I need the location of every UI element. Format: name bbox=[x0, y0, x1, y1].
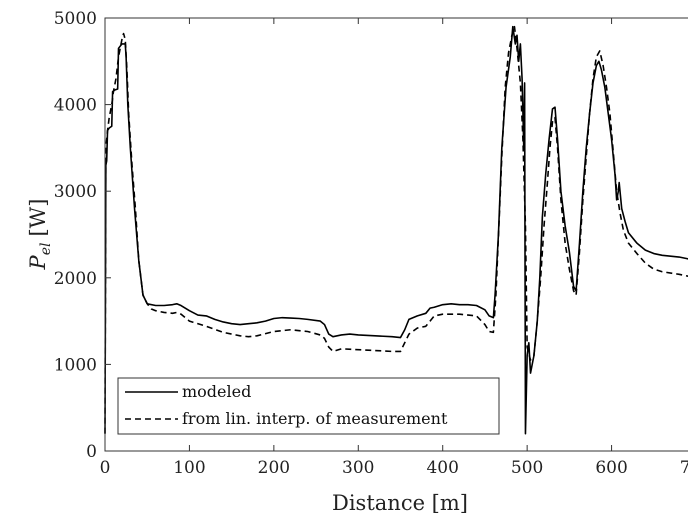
legend-box bbox=[117, 377, 500, 435]
series-layer bbox=[104, 25, 688, 435]
y-axis-label-subscript: el bbox=[38, 243, 54, 256]
x-tick-label: 400 bbox=[426, 458, 458, 478]
x-axis-label: Distance [m] bbox=[332, 491, 468, 515]
x-tick-label: 100 bbox=[173, 458, 205, 478]
y-axis-label-main: P bbox=[26, 254, 50, 270]
legend-label-modeled: modeled bbox=[182, 382, 251, 401]
series-line-modeled bbox=[104, 25, 688, 435]
series-line-measurement bbox=[104, 25, 688, 434]
x-tick-label: 500 bbox=[511, 458, 543, 478]
x-tick-label: 300 bbox=[342, 458, 374, 478]
x-tick-label: 700 bbox=[680, 458, 688, 478]
y-tick-label: 5000 bbox=[54, 9, 97, 29]
x-tick-label: 600 bbox=[595, 458, 627, 478]
ticks-layer: 0 100 200 300 400 500 600 700 0 1000 2000 3000 4000 5… bbox=[54, 9, 688, 478]
y-axis-label-unit: [W] bbox=[26, 199, 50, 237]
legend: modeled from lin. interp. of measurement bbox=[117, 377, 500, 435]
y-tick-label: 1000 bbox=[54, 355, 97, 375]
x-tick-label: 0 bbox=[100, 458, 111, 478]
y-tick-label: 3000 bbox=[54, 182, 97, 202]
y-tick-label: 2000 bbox=[54, 269, 97, 289]
y-tick-label: 4000 bbox=[54, 96, 97, 116]
y-axis-label: Pel [W] bbox=[26, 199, 54, 271]
y-tick-label: 0 bbox=[86, 442, 97, 462]
plot-frame bbox=[104, 17, 688, 452]
x-tick-label: 200 bbox=[258, 458, 290, 478]
legend-label-measurement: from lin. interp. of measurement bbox=[182, 409, 448, 428]
